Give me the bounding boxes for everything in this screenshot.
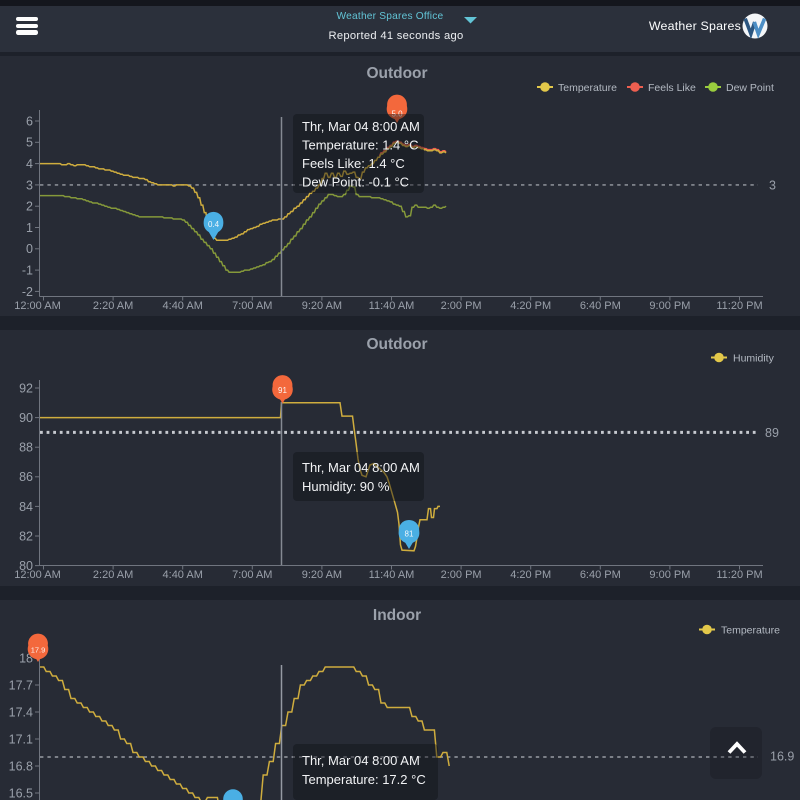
svg-text:-2: -2 xyxy=(22,285,33,299)
svg-text:6:40 PM: 6:40 PM xyxy=(580,300,621,312)
svg-text:84: 84 xyxy=(19,500,33,514)
svg-text:88: 88 xyxy=(19,441,33,455)
svg-text:Humidity: Humidity xyxy=(733,353,775,365)
svg-text:Thr, Mar 04 8:00 AM: Thr, Mar 04 8:00 AM xyxy=(302,119,420,134)
svg-text:9:00 PM: 9:00 PM xyxy=(649,300,690,312)
svg-text:86: 86 xyxy=(19,470,33,484)
svg-text:90: 90 xyxy=(19,411,33,425)
svg-text:5: 5 xyxy=(26,136,33,150)
svg-text:11:40 AM: 11:40 AM xyxy=(369,300,415,312)
svg-text:17.9: 17.9 xyxy=(31,646,46,655)
svg-text:Temperature: 17.2 °C: Temperature: 17.2 °C xyxy=(302,772,426,787)
svg-text:5.0: 5.0 xyxy=(391,110,403,119)
svg-text:2:20 AM: 2:20 AM xyxy=(93,300,133,312)
svg-text:9:00 PM: 9:00 PM xyxy=(649,569,690,581)
svg-text:16.5: 16.5 xyxy=(9,786,33,800)
svg-text:12:00 AM: 12:00 AM xyxy=(14,569,60,581)
svg-text:89: 89 xyxy=(765,426,779,440)
svg-text:4:40 AM: 4:40 AM xyxy=(163,569,203,581)
svg-text:2: 2 xyxy=(26,200,33,214)
svg-text:11:40 AM: 11:40 AM xyxy=(369,569,415,581)
svg-text:80: 80 xyxy=(19,559,33,573)
svg-text:11:20 PM: 11:20 PM xyxy=(716,569,762,581)
svg-text:Indoor: Indoor xyxy=(373,607,421,624)
svg-text:Temperature: 1.4 °C: Temperature: 1.4 °C xyxy=(302,138,418,153)
svg-text:Feels Like: Feels Like xyxy=(648,82,696,94)
svg-text:Temperature: Temperature xyxy=(558,82,617,94)
svg-text:Thr, Mar 04 8:00 AM: Thr, Mar 04 8:00 AM xyxy=(302,753,420,768)
svg-text:-1: -1 xyxy=(22,264,33,278)
svg-text:6:40 PM: 6:40 PM xyxy=(580,569,621,581)
svg-text:Feels Like: 1.4 °C: Feels Like: 1.4 °C xyxy=(302,156,405,171)
svg-text:4:20 PM: 4:20 PM xyxy=(510,569,551,581)
svg-text:4:20 PM: 4:20 PM xyxy=(510,300,551,312)
svg-text:2:00 PM: 2:00 PM xyxy=(441,569,482,581)
svg-text:11:20 PM: 11:20 PM xyxy=(716,300,762,312)
svg-text:17.4: 17.4 xyxy=(9,705,33,719)
svg-text:Humidity: 90 %: Humidity: 90 % xyxy=(302,479,390,494)
svg-text:4: 4 xyxy=(26,157,33,171)
svg-text:Outdoor: Outdoor xyxy=(366,336,427,353)
svg-text:0: 0 xyxy=(26,242,33,256)
svg-text:3: 3 xyxy=(769,179,776,193)
svg-text:3: 3 xyxy=(26,178,33,192)
svg-text:91: 91 xyxy=(278,386,287,395)
svg-text:Dew Point: -0.1 °C: Dew Point: -0.1 °C xyxy=(302,175,409,190)
svg-text:82: 82 xyxy=(19,529,33,543)
svg-text:Thr, Mar 04 8:00 AM: Thr, Mar 04 8:00 AM xyxy=(302,460,420,475)
svg-text:81: 81 xyxy=(405,530,414,539)
svg-text:Dew Point: Dew Point xyxy=(726,82,774,94)
svg-text:16.9: 16.9 xyxy=(770,750,794,764)
svg-text:9:20 AM: 9:20 AM xyxy=(302,300,342,312)
svg-text:6: 6 xyxy=(26,114,33,128)
svg-text:2:00 PM: 2:00 PM xyxy=(441,300,482,312)
svg-text:2:20 AM: 2:20 AM xyxy=(93,569,133,581)
svg-text:16.8: 16.8 xyxy=(9,759,33,773)
svg-text:1: 1 xyxy=(26,221,33,235)
svg-text:17.7: 17.7 xyxy=(9,678,33,692)
svg-text:Temperature: Temperature xyxy=(721,625,780,637)
svg-text:4:40 AM: 4:40 AM xyxy=(163,300,203,312)
svg-text:9:20 AM: 9:20 AM xyxy=(302,569,342,581)
svg-text:0.4: 0.4 xyxy=(208,220,220,229)
svg-text:7:00 AM: 7:00 AM xyxy=(232,569,272,581)
svg-text:92: 92 xyxy=(19,381,33,395)
svg-text:Outdoor: Outdoor xyxy=(366,65,427,82)
svg-text:7:00 AM: 7:00 AM xyxy=(232,300,272,312)
svg-text:17.1: 17.1 xyxy=(9,732,33,746)
svg-text:12:00 AM: 12:00 AM xyxy=(14,300,60,312)
